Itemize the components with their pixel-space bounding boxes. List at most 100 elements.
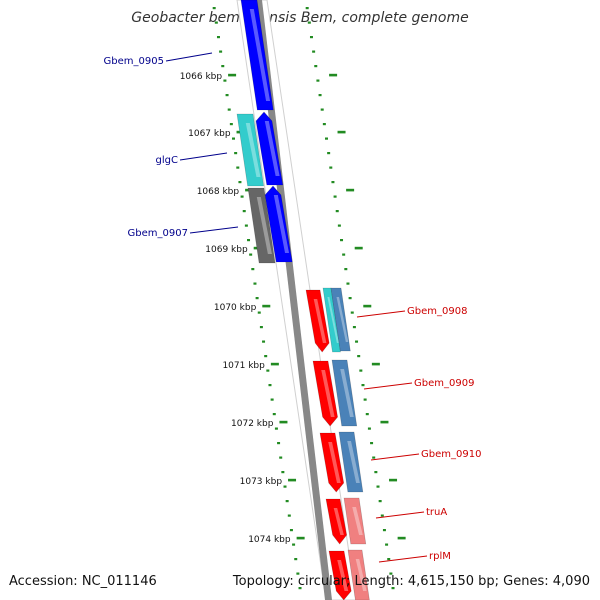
gene-arrow [312,360,338,427]
gene-highlight [340,369,354,417]
tick-mark [270,362,279,366]
accession-text: Accession: NC_011146 [9,574,157,589]
guide-dot [391,587,395,590]
tick-mark [228,73,237,77]
gene-callout-lines [165,52,428,563]
gene-arrow [331,359,358,427]
guide-dot [372,456,376,459]
gene-arrow [328,550,352,600]
scale-label: 1072 kbp [231,419,274,429]
tick-mark [288,478,297,482]
scale-label: 1066 kbp [180,72,223,82]
gene-highlight [347,441,360,483]
gene-label[interactable]: glgC [156,155,178,166]
guide-dot [376,485,380,488]
guide-dot [380,514,384,517]
tick-mark [346,188,355,192]
gene-features [236,0,370,600]
guide-dot [225,94,229,97]
gene-highlight [256,197,272,254]
guide-dot [324,137,328,140]
gene-arrow [305,289,330,353]
gene-highlight [337,560,349,591]
guide-dot [270,398,274,401]
guide-dot [340,239,344,242]
guide-dot [331,181,335,184]
guide-dot [370,442,374,445]
guide-dot [279,456,283,459]
guide-dot [266,369,270,372]
guide-dot [355,340,359,343]
guide-dot [227,108,231,111]
guide-dot [344,268,348,271]
gene-label[interactable]: rplM [429,551,451,562]
guide-dot [363,398,367,401]
gene-label[interactable]: Gbem_0909 [414,378,474,389]
gene-highlight [355,559,367,591]
scale-label: 1068 kbp [197,187,240,197]
gene-highlight [327,297,339,343]
guide-dot [285,500,289,503]
dotted-guide-left [212,7,302,590]
gene-highlight [333,508,344,535]
gene-label[interactable]: Gbem_0907 [128,228,188,239]
guide-dot [296,572,300,575]
guide-dot [357,355,361,358]
guide-dot [268,384,272,387]
callout-line [370,453,420,461]
guide-dot [212,7,216,10]
callout-line [179,152,228,161]
guide-dot [335,210,339,213]
guide-dot [216,36,220,39]
guide-dot [316,79,320,82]
tick-mark [380,420,389,424]
guide-dot [350,311,354,314]
gene-label[interactable]: truA [426,507,447,518]
guide-dot [257,311,261,314]
guide-dot [287,514,291,517]
guide-dot [247,239,251,242]
tick-mark [354,246,363,250]
guide-dot [223,79,227,82]
scale-label: 1073 kbp [240,477,283,487]
tick-mark [371,362,380,366]
gene-label[interactable]: Gbem_0905 [104,56,164,67]
gene-arrow [325,498,347,545]
guide-dot [274,427,278,430]
tick-mark [337,130,346,134]
guide-dot [361,384,365,387]
guide-dot [238,181,242,184]
guide-dot [327,152,331,155]
guide-dot [329,166,333,169]
tick-mark [279,420,288,424]
scale-label: 1070 kbp [214,303,257,313]
scale-label: 1074 kbp [248,535,291,545]
guide-dot [253,282,257,285]
gene-highlight [264,121,280,176]
gene-arrow [338,431,364,493]
guide-dot [294,558,298,561]
dotted-guide-right [305,7,395,590]
guide-dot [342,253,346,256]
guide-dot [298,587,302,590]
gene-arrow [322,287,341,353]
scale-label: 1067 kbp [188,129,231,139]
guide-dot [337,224,341,227]
gene-highlight [336,297,349,342]
gene-label[interactable]: Gbem_0908 [407,306,467,317]
guide-dot [320,108,324,111]
gene-arrow [247,187,276,264]
guide-dot [236,166,240,169]
gene-highlight [273,195,290,253]
guide-dot [374,471,378,474]
topology-text: Topology: circular; Length: 4,615,150 bp… [232,574,590,589]
guide-dot [272,413,276,416]
guide-dot [251,268,255,271]
guide-dot [352,326,356,329]
gene-label[interactable]: Gbem_0910 [421,449,481,460]
gene-arrow [240,0,274,111]
guide-dot [333,195,337,198]
gene-arrow [236,113,265,187]
guide-dot [312,50,316,53]
callout-line [189,226,239,234]
